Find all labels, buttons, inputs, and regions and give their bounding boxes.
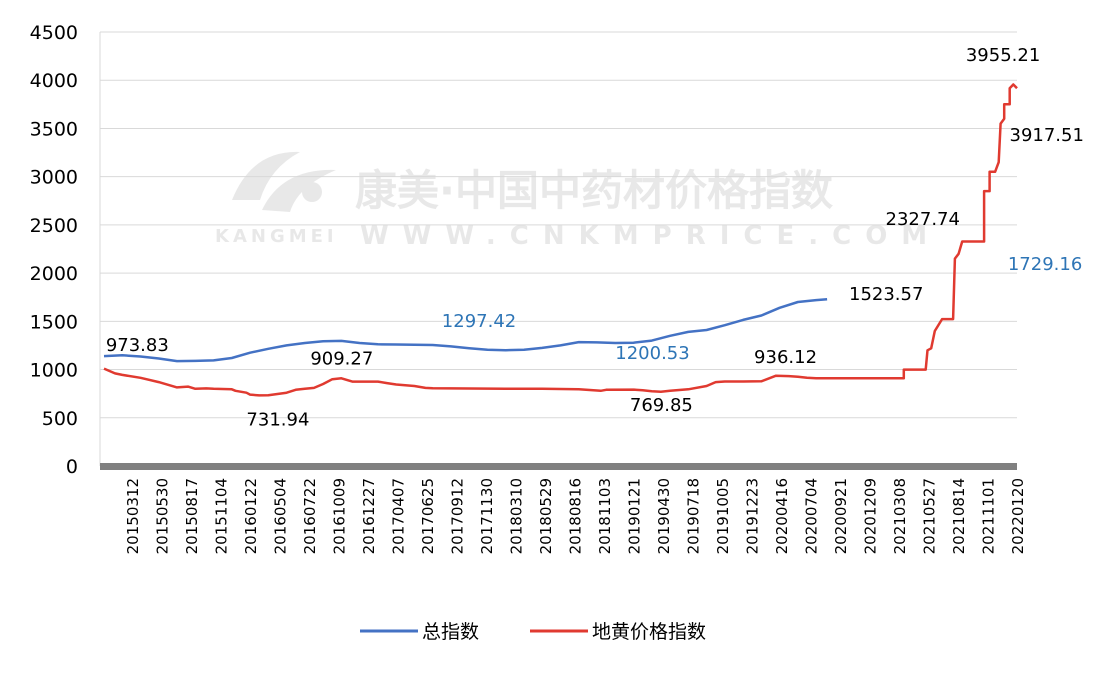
y-tick-label: 4500 bbox=[30, 22, 78, 44]
x-tick-label: 20160122 bbox=[242, 478, 260, 554]
x-tick-label: 20170407 bbox=[390, 478, 408, 554]
x-tick-label: 20181103 bbox=[596, 478, 614, 554]
x-tick-label: 20210527 bbox=[921, 478, 939, 554]
x-tick-label: 20190121 bbox=[626, 478, 644, 554]
x-tick-label: 20200704 bbox=[803, 478, 821, 554]
data-labels: 973.83 731.94 909.27 1297.42 1200.53 769.85 93… bbox=[106, 45, 1084, 431]
data-label: 3917.51 bbox=[1010, 125, 1084, 146]
y-tick-label: 2000 bbox=[30, 263, 78, 285]
kangmei-logo bbox=[232, 151, 336, 212]
x-tick-label: 20201209 bbox=[862, 478, 880, 554]
series-line bbox=[103, 83, 1018, 397]
series-lines bbox=[103, 83, 1018, 397]
gridlines bbox=[99, 31, 1017, 466]
data-label: 1200.53 bbox=[615, 343, 689, 364]
x-tick-label: 20180529 bbox=[537, 478, 555, 554]
x-tick-label: 20171130 bbox=[478, 478, 496, 554]
y-tick-label: 4000 bbox=[30, 70, 78, 92]
data-label: 731.94 bbox=[246, 409, 309, 430]
data-label: 769.85 bbox=[630, 395, 693, 416]
data-label: 1729.16 bbox=[1008, 254, 1082, 275]
y-tick-label: 1500 bbox=[30, 311, 78, 333]
data-label: 1523.57 bbox=[849, 284, 923, 305]
legend: 总指数 地黄价格指数 bbox=[360, 621, 706, 643]
x-tick-label: 20150312 bbox=[124, 478, 142, 554]
data-label: 1297.42 bbox=[442, 311, 516, 332]
watermark-title: 康美·中国中药材价格指数 bbox=[355, 166, 833, 215]
x-tick-label: 20170625 bbox=[419, 478, 437, 554]
x-tick-label: 20191223 bbox=[744, 478, 762, 554]
x-tick-label: 20210814 bbox=[950, 478, 968, 554]
y-tick-label: 3000 bbox=[30, 167, 78, 189]
y-tick-label: 2500 bbox=[30, 215, 78, 237]
y-tick-label: 1000 bbox=[30, 360, 78, 382]
x-axis-bar bbox=[100, 463, 1017, 470]
x-tick-label: 20210308 bbox=[891, 478, 909, 554]
y-tick-label: 0 bbox=[66, 456, 78, 478]
watermark-url: WWW.CNKMPRICE.COM bbox=[360, 221, 941, 251]
x-tick-label: 20150530 bbox=[154, 478, 172, 554]
data-label: 909.27 bbox=[310, 349, 373, 370]
x-tick-label: 20200921 bbox=[832, 478, 850, 554]
x-tick-label: 20161227 bbox=[360, 478, 378, 554]
legend-label: 地黄价格指数 bbox=[592, 621, 706, 643]
x-tick-label: 20180816 bbox=[567, 478, 585, 554]
x-tick-label: 20161009 bbox=[331, 478, 349, 554]
y-axis-tick-labels: 0 500 1000 1500 2000 2500 3000 3500 4000 4500 bbox=[30, 22, 78, 478]
x-tick-label: 20190430 bbox=[655, 478, 673, 554]
x-tick-label: 20191005 bbox=[714, 478, 732, 554]
watermark: 康美·中国中药材价格指数 KANGMEI WWW.CNKMPRICE.COM bbox=[215, 151, 941, 251]
y-tick-label: 3500 bbox=[30, 118, 78, 140]
x-tick-label: 20151104 bbox=[213, 478, 231, 554]
y-tick-label: 500 bbox=[42, 408, 78, 430]
x-tick-label: 20180310 bbox=[508, 478, 526, 554]
x-tick-label: 20220120 bbox=[1009, 478, 1027, 554]
data-label: 936.12 bbox=[754, 347, 817, 368]
data-label: 2327.74 bbox=[886, 209, 960, 230]
watermark-logo-text: KANGMEI bbox=[215, 226, 338, 247]
series-line bbox=[103, 297, 828, 363]
x-tick-label: 20190718 bbox=[685, 478, 703, 554]
legend-label: 总指数 bbox=[422, 621, 479, 643]
data-label: 3955.21 bbox=[966, 45, 1040, 66]
x-tick-label: 20160504 bbox=[272, 478, 290, 554]
x-tick-label: 20170912 bbox=[449, 478, 467, 554]
x-tick-label: 20211101 bbox=[980, 478, 998, 554]
x-axis-tick-labels: 20150312 20150530 20150817 20151104 20160122… bbox=[124, 478, 1027, 554]
x-tick-label: 20200416 bbox=[773, 478, 791, 554]
x-tick-label: 20160722 bbox=[301, 478, 319, 554]
x-tick-label: 20150817 bbox=[183, 478, 201, 554]
data-label: 973.83 bbox=[106, 335, 169, 356]
